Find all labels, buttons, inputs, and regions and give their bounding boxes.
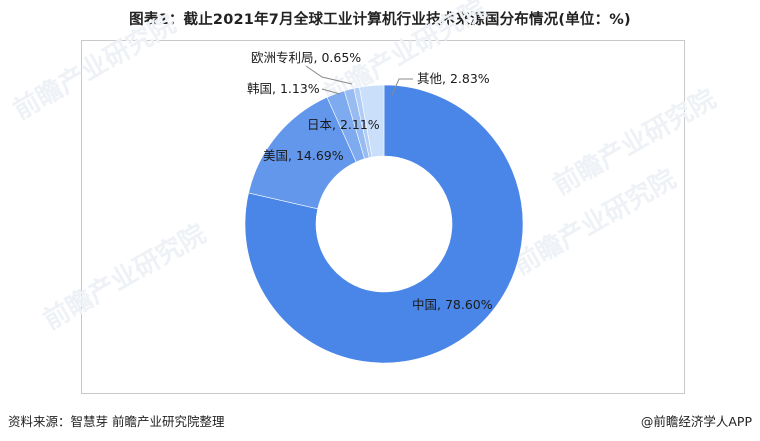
chart-title: 图表1：截止2021年7月全球工业计算机行业技术来源国分布情况(单位：%) — [129, 12, 631, 28]
chart-frame — [81, 40, 685, 394]
watermark-text: 前瞻产业研究院 — [38, 218, 211, 336]
donut-slice — [244, 84, 524, 364]
watermark-text: 前瞻产业研究院 — [8, 8, 181, 126]
data-label-group: 中国, 78.60% 美国, 14.69% 日本, 2.11% 韩国, 1.13% 欧洲… — [247, 50, 493, 312]
slice-group — [244, 84, 524, 364]
data-label: 其他, 2.83% — [417, 71, 490, 86]
data-label: 日本, 2.11% — [307, 117, 380, 132]
leader-line-group — [305, 65, 413, 96]
data-label: 韩国, 1.13% — [247, 81, 320, 96]
leader-line — [391, 78, 413, 96]
donut-slice — [359, 84, 385, 158]
data-label: 美国, 14.69% — [263, 148, 344, 163]
data-label: 中国, 78.60% — [412, 297, 493, 312]
data-label: 欧洲专利局, 0.65% — [251, 50, 361, 65]
leader-line — [305, 65, 353, 85]
watermark-layer: 前瞻产业研究院 前瞻产业研究院 前瞻产业研究院 前瞻产业研究院 前瞻产业研究院 — [8, 0, 721, 336]
leader-line — [321, 88, 341, 95]
source-note: 资料来源：智慧芽 前瞻产业研究院整理 — [8, 414, 225, 429]
brand-note: @前瞻经济学人APP — [640, 414, 752, 429]
